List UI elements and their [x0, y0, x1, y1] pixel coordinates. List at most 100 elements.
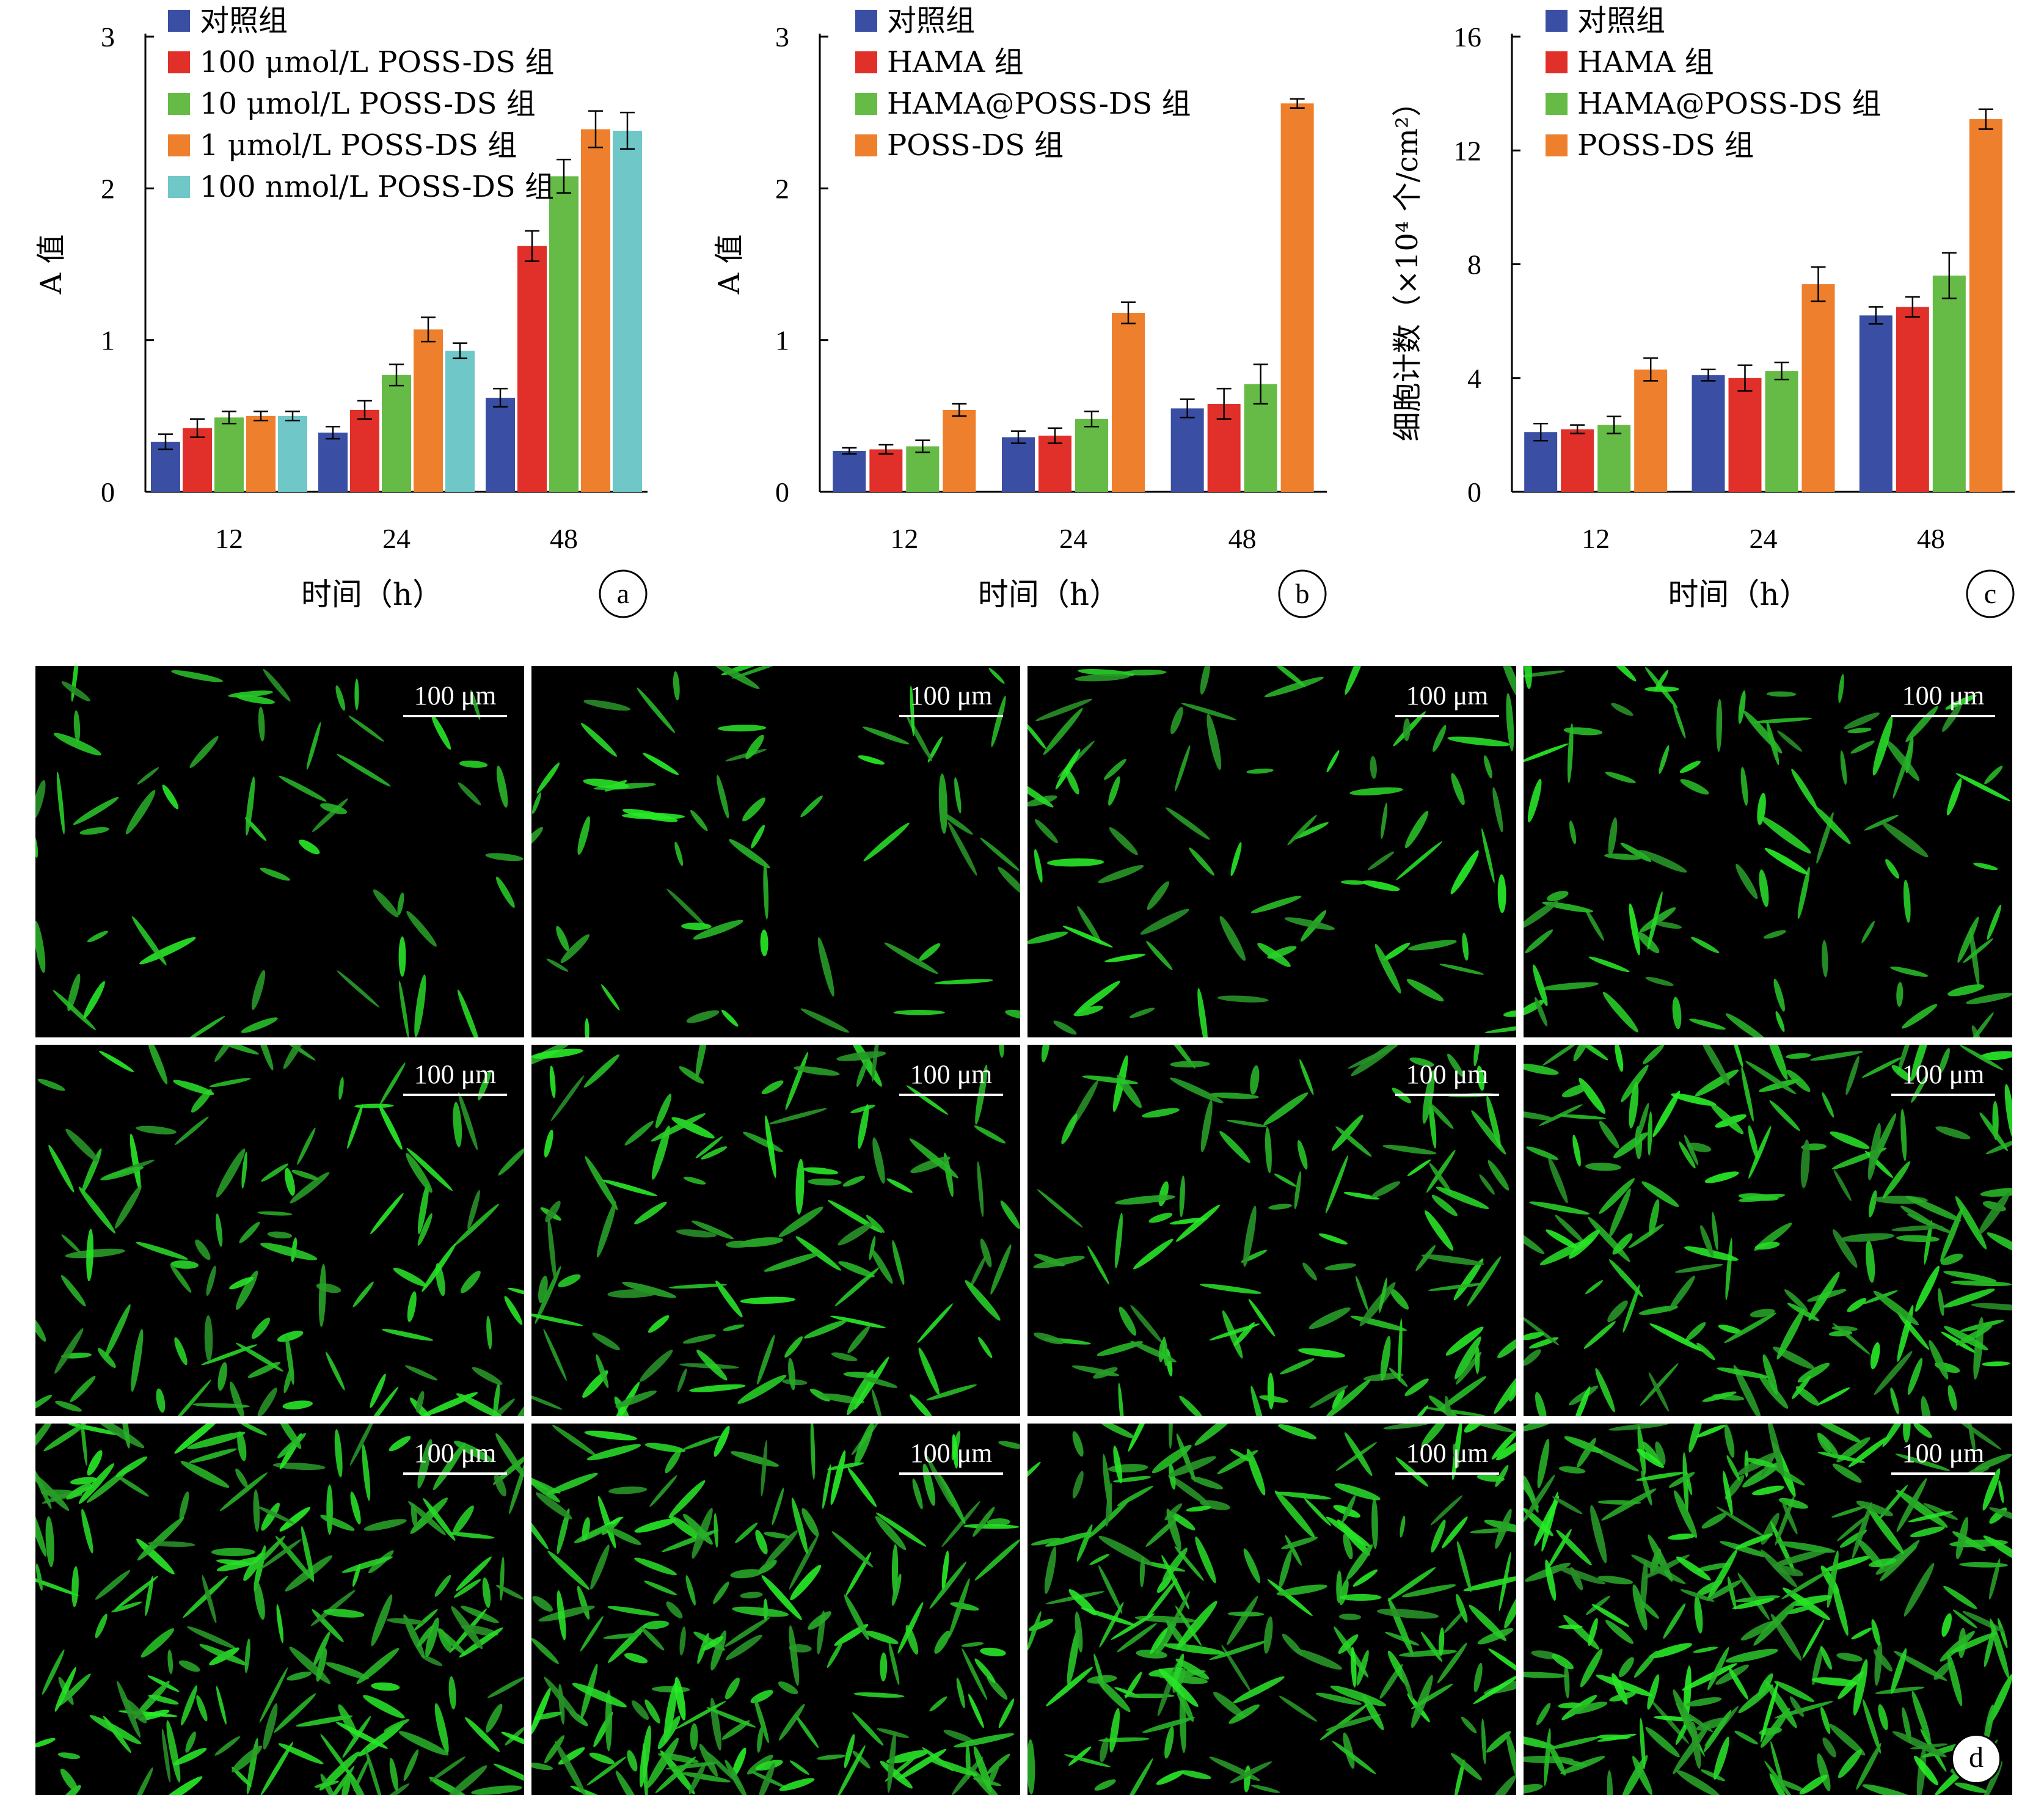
chart-c-bar	[1859, 315, 1893, 492]
scale-bar-line	[1891, 1472, 1995, 1475]
chart-a-legend-swatch	[168, 10, 190, 32]
chart-c-bar	[1969, 119, 2002, 492]
chart-a-bar	[486, 398, 515, 492]
chart-c-legend-label: HAMA@POSS-DS 组	[1577, 87, 1882, 121]
chart-b-bar	[1075, 419, 1108, 492]
scale-bar-label: 100 μm	[414, 681, 497, 711]
chart-c-xtick-label: 48	[1917, 523, 1945, 554]
scale-bar-label: 100 μm	[1902, 1438, 1985, 1468]
chart-a-bar	[350, 409, 379, 492]
chart-c-ytick-label: 12	[1453, 135, 1481, 166]
chart-a-ytick-label: 2	[101, 173, 115, 204]
chart-b-bar	[1280, 103, 1314, 492]
chart-a-xlabel: 时间（h）	[301, 577, 443, 612]
chart-b-bar	[1002, 437, 1035, 492]
chart-b-legend-label: POSS-DS 组	[887, 128, 1064, 163]
chart-c-bar	[1801, 284, 1835, 492]
scale-bar-line	[899, 715, 1003, 717]
chart-a-bar	[549, 176, 579, 492]
chart-a-xtick-label: 24	[382, 523, 411, 554]
scale-bar: 100 μm	[1395, 682, 1499, 717]
chart-c-panel-circle	[1966, 569, 2015, 618]
chart-c-legend-label: POSS-DS 组	[1577, 128, 1754, 163]
cell-fluorescence-image	[1524, 1424, 2012, 1795]
chart-c-legend-swatch	[1546, 10, 1568, 32]
chart-b-legend-swatch	[855, 10, 877, 32]
scale-bar: 100 μm	[403, 1061, 507, 1096]
scale-bar: 100 μm	[1395, 1439, 1499, 1475]
scale-bar-line	[899, 1094, 1003, 1096]
scale-bar: 100 μm	[403, 1439, 507, 1475]
scale-bar: 100 μm	[899, 1439, 1003, 1475]
micrograph-tile: 100 μm	[1524, 666, 2012, 1037]
chart-b-legend-label: HAMA@POSS-DS 组	[887, 87, 1191, 121]
chart-c-bar	[1765, 371, 1798, 492]
scale-bar: 100 μm	[1891, 682, 1995, 717]
micrograph-grid: 100 μm 100 μm 100 μm 100 μm 100 μm 100 μm 100 …	[35, 666, 2022, 1795]
chart-c-ytick-label: 16	[1453, 21, 1481, 53]
chart-a-bar	[246, 415, 276, 492]
panel-label-d: d	[1951, 1734, 2001, 1784]
cell-fluorescence-image	[35, 1045, 524, 1416]
scale-bar-line	[1395, 1094, 1499, 1096]
scale-bar-line	[1395, 1472, 1499, 1475]
scale-bar-line	[403, 1094, 507, 1096]
scale-bar-label: 100 μm	[1902, 681, 1985, 711]
chart-b-xtick-label: 48	[1228, 523, 1257, 554]
micrograph-tile: 100 μm	[1524, 1045, 2012, 1416]
chart-c-bar	[1561, 429, 1594, 492]
chart-a-ytick-label: 0	[101, 477, 115, 508]
micrograph-tile: 100 μm	[1027, 1045, 1516, 1416]
chart-c-xtick-label: 12	[1582, 523, 1610, 554]
chart-a-xtick-label: 48	[550, 523, 578, 554]
scale-bar-line	[403, 715, 507, 717]
micrograph-tile: 100 μm	[1027, 1424, 1516, 1795]
chart-c-xtick-label: 24	[1750, 523, 1778, 554]
chart-b-legend-swatch	[855, 93, 877, 115]
micrograph-tile: 100 μm	[531, 1424, 1020, 1795]
chart-b-bar	[833, 450, 866, 492]
chart-a-ytick-label: 1	[101, 325, 115, 356]
chart-b-panel-circle	[1278, 569, 1327, 618]
chart-a-bar	[517, 246, 547, 492]
chart-c-panel-label: c	[1984, 578, 1996, 609]
chart-c-bar	[1896, 307, 1929, 492]
chart-b-xlabel: 时间（h）	[978, 577, 1120, 612]
micrograph-tile: 100 μm	[531, 1045, 1020, 1416]
chart-b-ytick-label: 0	[775, 477, 789, 508]
chart-b-bar	[943, 409, 976, 492]
chart-a-bar	[414, 329, 443, 492]
chart-c-legend-swatch	[1546, 51, 1568, 73]
cell-fluorescence-image	[531, 666, 1020, 1037]
chart-c-ylabel: 细胞计数（×10⁴ 个/cm²）	[1390, 87, 1425, 442]
chart-c-legend-label: 对照组	[1577, 4, 1665, 38]
chart-c-ytick-label: 4	[1467, 363, 1481, 394]
chart-b-ylabel: A 值	[712, 235, 746, 295]
cell-fluorescence-image	[1524, 666, 2012, 1037]
scale-bar: 100 μm	[899, 1061, 1003, 1096]
cell-fluorescence-image	[1033, 1045, 1516, 1416]
micrograph-tile: 100 μm	[35, 1424, 524, 1795]
chart-c-legend-swatch	[1546, 93, 1568, 115]
chart-b-bar	[906, 446, 940, 492]
cell-fluorescence-image	[35, 1424, 524, 1795]
chart-c-bar	[1597, 425, 1631, 492]
chart-b-panel-label: b	[1296, 578, 1310, 609]
micrograph-tile: 100 μm	[531, 666, 1020, 1037]
scale-bar: 100 μm	[899, 682, 1003, 717]
chart-b-legend-label: HAMA 组	[887, 45, 1024, 79]
micrograph-tile: 100 μm	[1524, 1424, 2012, 1795]
chart-a-legend-swatch	[168, 51, 190, 73]
chart-c-ytick-label: 8	[1467, 249, 1481, 280]
chart-a-legend-label: 100 nmol/L POSS-DS 组	[200, 170, 554, 204]
chart-a-ylabel: A 值	[34, 235, 68, 295]
scale-bar: 100 μm	[403, 682, 507, 717]
chart-a-bar	[318, 433, 348, 492]
micrograph-tile: 100 μm	[1027, 666, 1516, 1037]
scale-bar-line	[1891, 1094, 1995, 1096]
chart-c-bar	[1634, 369, 1668, 492]
cell-fluorescence-image	[1027, 1424, 1516, 1795]
